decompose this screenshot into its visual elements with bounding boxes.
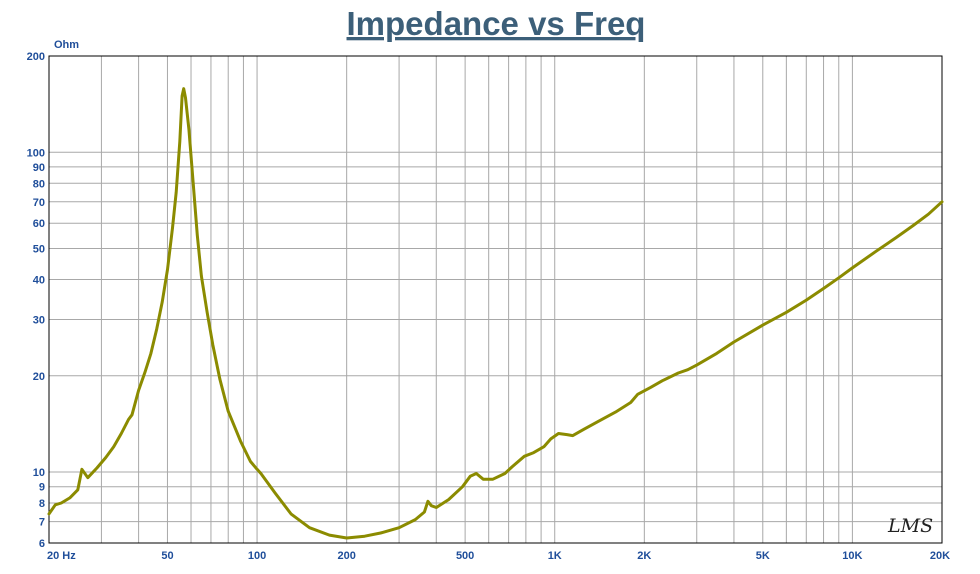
y-tick-label: 90 — [33, 162, 45, 174]
y-tick-label: 50 — [33, 244, 45, 256]
plot-grid — [48, 55, 943, 544]
series-layer — [47, 87, 944, 540]
x-tick-label: 20 Hz — [47, 550, 76, 562]
x-tick-label: 10K — [842, 550, 862, 562]
y-tick-label: 40 — [33, 275, 45, 287]
plot-frame — [48, 55, 943, 544]
y-tick-label: 200 — [27, 51, 45, 63]
y-tick-label: 8 — [39, 498, 45, 510]
y-axis-unit-label: Ohm — [54, 39, 79, 51]
x-tick-label: 1K — [548, 550, 562, 562]
x-tick-label: 50 — [161, 550, 173, 562]
y-tick-label: 60 — [33, 218, 45, 230]
x-tick-label: 100 — [248, 550, 266, 562]
y-tick-label: 20 — [33, 371, 45, 383]
chart-title: Impedance vs Freq — [347, 5, 646, 42]
x-tick-label: 200 — [337, 550, 355, 562]
y-tick-label: 9 — [39, 482, 45, 494]
x-tick-label: 20K — [930, 550, 950, 562]
impedance-curve — [47, 87, 944, 540]
y-tick-label: 6 — [39, 538, 45, 550]
y-tick-label: 100 — [27, 147, 45, 159]
y-tick-label: 80 — [33, 178, 45, 190]
x-tick-label: 500 — [456, 550, 474, 562]
x-tick-label: 2K — [637, 550, 651, 562]
y-tick-label: 10 — [33, 467, 45, 479]
y-axis-ticks: 200 100 90 80 70 60 50 40 30 20 10 9 8 7 6 — [27, 51, 45, 550]
y-tick-label: 7 — [39, 517, 45, 529]
x-axis-ticks: 20 Hz 50 100 200 500 1K 2K 5K 10K 20K — [47, 550, 950, 562]
x-tick-label: 5K — [756, 550, 770, 562]
lms-logo: LMS — [887, 515, 933, 537]
y-tick-label: 30 — [33, 314, 45, 326]
y-tick-label: 70 — [33, 197, 45, 209]
